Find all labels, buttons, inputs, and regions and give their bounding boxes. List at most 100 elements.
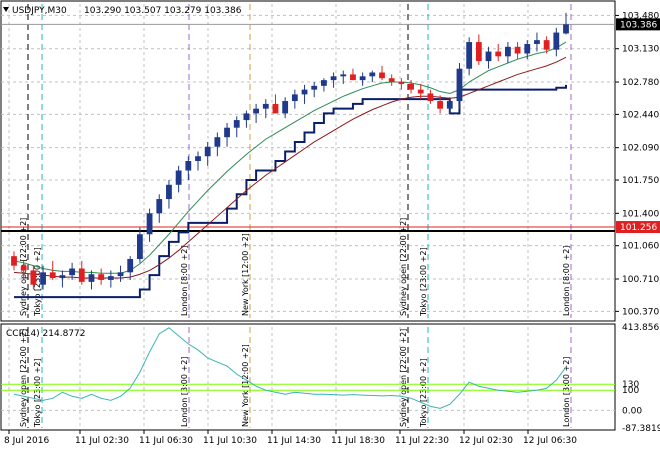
candle	[388, 74, 395, 86]
candle	[175, 165, 182, 193]
candle-body	[78, 268, 85, 282]
candle	[466, 37, 473, 76]
candle-body	[388, 78, 395, 83]
candle	[553, 27, 560, 57]
cci-axis-label: 0.00	[622, 406, 642, 416]
candle-body	[49, 272, 56, 279]
candle-body	[117, 272, 124, 277]
candle	[117, 265, 124, 282]
main-plot-frame[interactable]	[0, 0, 616, 322]
reference-lines: 103.386 101.256	[1, 18, 660, 234]
candle	[224, 122, 230, 147]
candle-body	[320, 80, 327, 86]
candle-body	[504, 46, 511, 57]
candle-body	[30, 270, 37, 285]
candle	[301, 84, 308, 104]
session-label: London [8:00 +2]	[180, 246, 189, 316]
candle-body	[185, 161, 192, 171]
time-axis-label: 12 Jul 06:30	[523, 436, 577, 446]
candle	[195, 151, 201, 171]
candle-body	[146, 213, 153, 235]
time-axis-label: 11 Jul 14:30	[267, 436, 321, 446]
candle-body	[350, 74, 356, 81]
candle	[495, 43, 502, 62]
price-axis-label: 103.130	[622, 45, 659, 55]
session-label: Tokyo [23:00 +2]	[33, 247, 42, 317]
candle-body	[446, 101, 453, 109]
candle-body	[40, 272, 46, 285]
candle	[437, 95, 444, 114]
current-price-tag	[616, 18, 660, 31]
candle	[20, 260, 27, 280]
candle-body	[437, 101, 444, 109]
candle-body	[330, 76, 337, 81]
candle	[88, 270, 95, 290]
candle-body	[291, 94, 298, 102]
price-axis-label: 101.750	[622, 176, 659, 186]
candle	[563, 12, 569, 35]
candle	[524, 40, 531, 60]
price-axis-label: 102.780	[622, 78, 659, 88]
candle-body	[427, 93, 434, 102]
candle-body	[282, 101, 289, 114]
price-axis-label: 101.400	[622, 209, 659, 219]
candle-body	[233, 120, 240, 128]
candle	[320, 78, 327, 92]
session-label: Sydney open [22:00 +2]	[399, 218, 408, 316]
price-axis-label: 100.370	[622, 307, 659, 317]
candle-body	[417, 89, 424, 94]
candle	[340, 70, 347, 84]
candle	[156, 194, 163, 223]
ma-fast-line	[13, 41, 567, 274]
candle-body	[475, 42, 482, 62]
time-axis-label: 11 Jul 02:30	[75, 436, 129, 446]
candle	[534, 32, 540, 52]
candle-body	[534, 40, 540, 44]
time-axis-label: 12 Jul 02:30	[459, 436, 513, 446]
cci-plot-frame[interactable]	[0, 323, 616, 431]
candle-body	[11, 256, 17, 266]
candle-body	[195, 156, 201, 161]
ohlc-values: 103.290 103.507 103.279 103.386	[84, 6, 242, 16]
candle-body	[107, 276, 114, 280]
price-axis-label: 101.060	[622, 242, 659, 252]
candle	[30, 265, 37, 290]
triangle-down-icon[interactable]	[3, 7, 9, 12]
candle-body	[359, 76, 366, 81]
price-axis-label: 102.440	[622, 110, 659, 120]
session-label: London [8:00 +2]	[562, 246, 571, 316]
red-level-label: 101.256	[620, 223, 657, 233]
candle	[456, 62, 463, 109]
cci-session-label: New York [12:00 +2]	[241, 344, 250, 427]
candle	[107, 270, 114, 288]
cci-session-label: London [3:00 +2]	[180, 357, 189, 427]
candle-body	[214, 137, 221, 147]
candle	[330, 72, 337, 88]
candle	[446, 97, 453, 115]
candle-body	[563, 24, 569, 34]
candle-body	[20, 265, 27, 271]
candle	[253, 103, 260, 123]
cci-session-label: Tokyo [23:00 +2]	[419, 358, 428, 428]
candle-body	[204, 146, 211, 157]
candle-body	[253, 108, 260, 114]
candle-body	[543, 40, 550, 50]
candle-body	[553, 32, 560, 50]
symbol-label: USDJPY,M30	[12, 6, 67, 16]
candle	[214, 132, 221, 157]
candle	[379, 65, 385, 81]
candle-body	[301, 89, 308, 95]
candle-body	[398, 82, 405, 84]
session-label: New York [12:00 +2]	[241, 233, 250, 316]
time-axis-label: 11 Jul 06:30	[139, 436, 193, 446]
price-axis-label: 103.480	[622, 11, 659, 21]
candle	[408, 80, 414, 94]
candle-body	[466, 42, 473, 69]
time-axis-label: 8 Jul 2016	[4, 436, 49, 446]
axes: 103.480 103.130 102.780 102.440 102.090 101.7…	[4, 11, 660, 446]
candle-body	[524, 43, 531, 54]
cci-series	[1, 327, 615, 411]
candles	[11, 12, 569, 290]
candle	[262, 99, 269, 119]
